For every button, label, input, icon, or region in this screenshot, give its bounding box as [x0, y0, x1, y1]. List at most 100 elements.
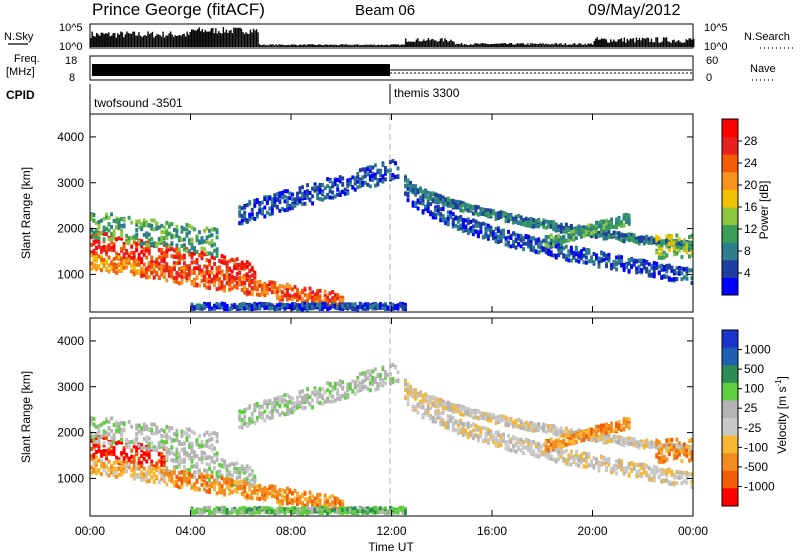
power-cell: [243, 266, 247, 271]
nsky-bar: [631, 39, 633, 47]
power-cell: [602, 252, 606, 257]
velocity-cell: [100, 472, 103, 477]
power-cell: [514, 219, 518, 224]
velocity-cell: [135, 474, 139, 479]
velocity-cell: [127, 462, 131, 467]
velocity-cell: [90, 438, 93, 443]
power-cell: [426, 199, 430, 204]
power-cell: [296, 293, 299, 298]
power-cell: [162, 259, 166, 264]
power-cell: [459, 217, 463, 222]
power-cell: [288, 196, 292, 201]
power-cell: [182, 253, 186, 258]
power-cell: [238, 276, 242, 281]
velocity-cell: [107, 467, 111, 472]
power-cell: [280, 206, 284, 211]
power-cell: [198, 270, 201, 275]
power-cell: [486, 211, 490, 216]
velocity-cell: [230, 478, 234, 483]
power-cell: [336, 192, 340, 197]
power-cell: [253, 286, 257, 291]
velocity-cell: [250, 419, 254, 424]
power-cell: [270, 305, 274, 310]
velocity-cell: [333, 500, 337, 505]
velocity-cell: [245, 492, 249, 497]
power-cell: [582, 228, 586, 233]
power-cell: [160, 230, 164, 235]
velocity-cell: [105, 419, 108, 424]
velocity-cell: [170, 470, 174, 475]
power-cell: [406, 183, 410, 188]
power-cell: [102, 237, 106, 242]
power-cell: [100, 268, 103, 273]
power-cell: [436, 205, 440, 210]
velocity-cell: [220, 490, 224, 495]
velocity-cell: [195, 478, 199, 483]
power-cell: [145, 267, 149, 272]
power-cell: [326, 184, 330, 189]
power-cell: [479, 207, 483, 212]
power-cell: [459, 215, 463, 220]
power-cell: [569, 248, 573, 253]
power-cell: [600, 219, 603, 224]
power-cell: [230, 286, 234, 291]
velocity-cell: [180, 447, 184, 452]
nsky-bar: [540, 43, 543, 47]
nsky-bar: [266, 44, 268, 47]
power-cell: [127, 240, 131, 245]
power-cell: [155, 264, 159, 269]
nsky-bar: [281, 44, 283, 47]
power-cell: [507, 217, 510, 222]
power-cell: [291, 287, 294, 292]
velocity-cell: [306, 503, 309, 508]
power-cell: [235, 263, 239, 268]
power-cell: [301, 299, 304, 304]
power-cell: [549, 243, 553, 248]
velocity-cell: [152, 479, 156, 484]
nsky-bar: [180, 35, 182, 47]
velocity-cell: [296, 399, 299, 404]
power-cell: [552, 239, 556, 244]
power-cell: [213, 283, 217, 288]
velocity-cell: [132, 466, 136, 471]
nsky-bar: [290, 44, 292, 47]
power-cell: [160, 248, 164, 253]
power-cell: [180, 266, 184, 271]
power-cell: [622, 267, 626, 272]
power-cell: [220, 304, 224, 309]
velocity-cell: [265, 491, 269, 496]
nsky-bar: [581, 44, 583, 47]
power-cell: [351, 185, 355, 190]
power-cell: [446, 214, 450, 219]
nsky-bar: [201, 29, 203, 47]
velocity-cell: [301, 492, 304, 497]
nsky-bar: [564, 43, 567, 47]
velocity-cell: [105, 430, 108, 435]
power-cell: [610, 220, 613, 225]
velocity-cell: [328, 389, 332, 394]
velocity-cell: [333, 382, 337, 387]
nsky-bar: [613, 39, 615, 47]
power-cell: [404, 305, 407, 310]
nsky-bar: [655, 37, 657, 47]
power-cell: [185, 223, 189, 228]
nsky-bar: [153, 37, 155, 47]
power-cell: [635, 236, 639, 241]
power-cell: [170, 222, 174, 227]
velocity-cell: [268, 510, 272, 515]
velocity-cell: [258, 483, 262, 488]
power-cell: [534, 239, 538, 244]
power-cell: [328, 189, 332, 194]
power-cell: [273, 282, 277, 287]
power-cell: [167, 269, 171, 274]
velocity-cell: [326, 499, 330, 504]
power-cell: [275, 306, 279, 311]
velocity-cell: [95, 424, 98, 429]
power-cell: [316, 291, 320, 296]
power-cell: [122, 217, 126, 222]
velocity-cell: [348, 386, 352, 391]
velocity-cell: [140, 443, 144, 448]
velocity-cell: [223, 465, 227, 470]
nsky-bar: [483, 43, 485, 47]
velocity-cell: [323, 508, 327, 513]
